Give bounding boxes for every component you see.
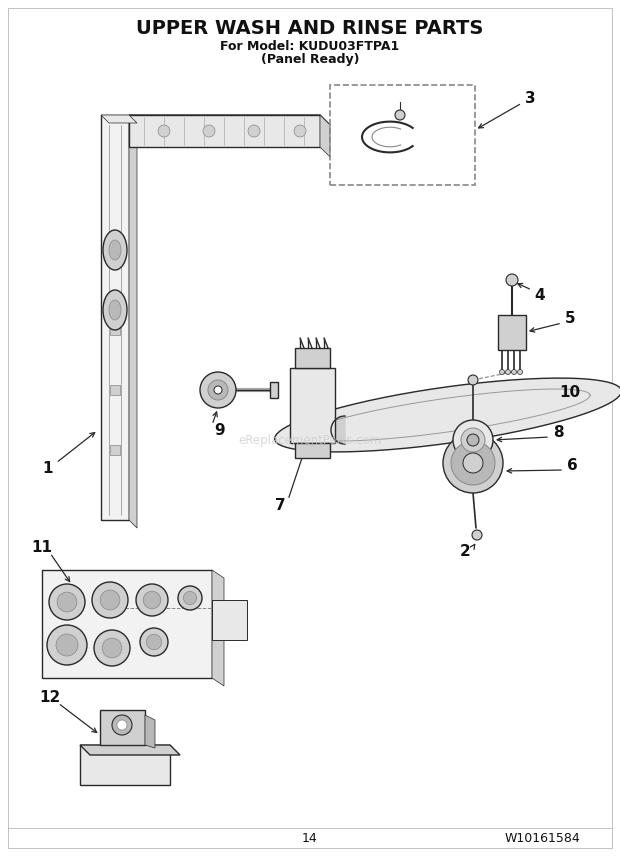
Circle shape	[136, 584, 168, 616]
Circle shape	[443, 433, 503, 493]
Circle shape	[512, 370, 516, 375]
Text: 4: 4	[534, 288, 546, 302]
Text: UPPER WASH AND RINSE PARTS: UPPER WASH AND RINSE PARTS	[136, 19, 484, 38]
Circle shape	[100, 590, 120, 610]
Circle shape	[140, 628, 168, 656]
Text: 6: 6	[567, 457, 577, 473]
Polygon shape	[42, 570, 212, 678]
Polygon shape	[320, 115, 330, 157]
Circle shape	[49, 584, 85, 620]
Circle shape	[453, 420, 493, 460]
Circle shape	[117, 720, 127, 730]
Ellipse shape	[103, 230, 127, 270]
Ellipse shape	[109, 240, 121, 260]
Text: 10: 10	[559, 384, 580, 400]
Circle shape	[112, 715, 132, 735]
Text: 5: 5	[565, 311, 575, 325]
Polygon shape	[275, 378, 620, 452]
Polygon shape	[290, 368, 335, 443]
Polygon shape	[129, 115, 330, 125]
Text: 1: 1	[43, 461, 53, 475]
Text: 3: 3	[525, 91, 535, 105]
Circle shape	[203, 125, 215, 137]
Text: 11: 11	[32, 540, 53, 556]
Text: 8: 8	[552, 425, 564, 439]
Circle shape	[184, 591, 197, 604]
Circle shape	[248, 125, 260, 137]
Bar	[110, 445, 120, 455]
Circle shape	[102, 638, 122, 658]
Bar	[110, 325, 120, 335]
Circle shape	[94, 630, 130, 666]
Circle shape	[92, 582, 128, 618]
Text: 7: 7	[275, 497, 285, 513]
Polygon shape	[295, 443, 330, 458]
Polygon shape	[100, 710, 145, 745]
Circle shape	[518, 370, 523, 375]
Polygon shape	[498, 315, 526, 350]
Circle shape	[461, 428, 485, 452]
Polygon shape	[129, 115, 137, 528]
Circle shape	[214, 386, 222, 394]
Polygon shape	[101, 115, 129, 520]
Circle shape	[178, 586, 202, 610]
Bar	[330, 85, 475, 185]
Text: 14: 14	[302, 831, 318, 845]
Bar	[110, 385, 120, 395]
Text: 2: 2	[459, 544, 471, 560]
Polygon shape	[331, 416, 345, 444]
Text: eReplacementParts.com: eReplacementParts.com	[238, 433, 382, 447]
Text: 9: 9	[215, 423, 225, 437]
Polygon shape	[270, 382, 278, 398]
Polygon shape	[145, 715, 155, 748]
Circle shape	[143, 591, 161, 609]
Circle shape	[506, 274, 518, 286]
Circle shape	[294, 125, 306, 137]
Circle shape	[463, 453, 483, 473]
Circle shape	[47, 625, 87, 665]
Polygon shape	[212, 570, 224, 686]
Circle shape	[146, 634, 162, 650]
Polygon shape	[295, 348, 330, 368]
Polygon shape	[80, 745, 170, 785]
Circle shape	[500, 370, 505, 375]
Circle shape	[208, 380, 228, 400]
Circle shape	[57, 592, 77, 612]
Ellipse shape	[103, 290, 127, 330]
Circle shape	[467, 434, 479, 446]
Circle shape	[468, 375, 478, 385]
Polygon shape	[212, 600, 247, 640]
Text: W10161584: W10161584	[504, 831, 580, 845]
Circle shape	[200, 372, 236, 408]
Polygon shape	[80, 745, 180, 755]
Text: For Model: KUDU03FTPA1: For Model: KUDU03FTPA1	[220, 39, 400, 52]
Polygon shape	[129, 115, 320, 147]
Circle shape	[158, 125, 170, 137]
Polygon shape	[101, 115, 137, 123]
Circle shape	[395, 110, 405, 120]
Circle shape	[451, 441, 495, 485]
Circle shape	[505, 370, 510, 375]
Text: (Panel Ready): (Panel Ready)	[261, 52, 359, 66]
Text: 12: 12	[40, 691, 61, 705]
Circle shape	[472, 530, 482, 540]
Ellipse shape	[109, 300, 121, 320]
Circle shape	[56, 634, 78, 656]
